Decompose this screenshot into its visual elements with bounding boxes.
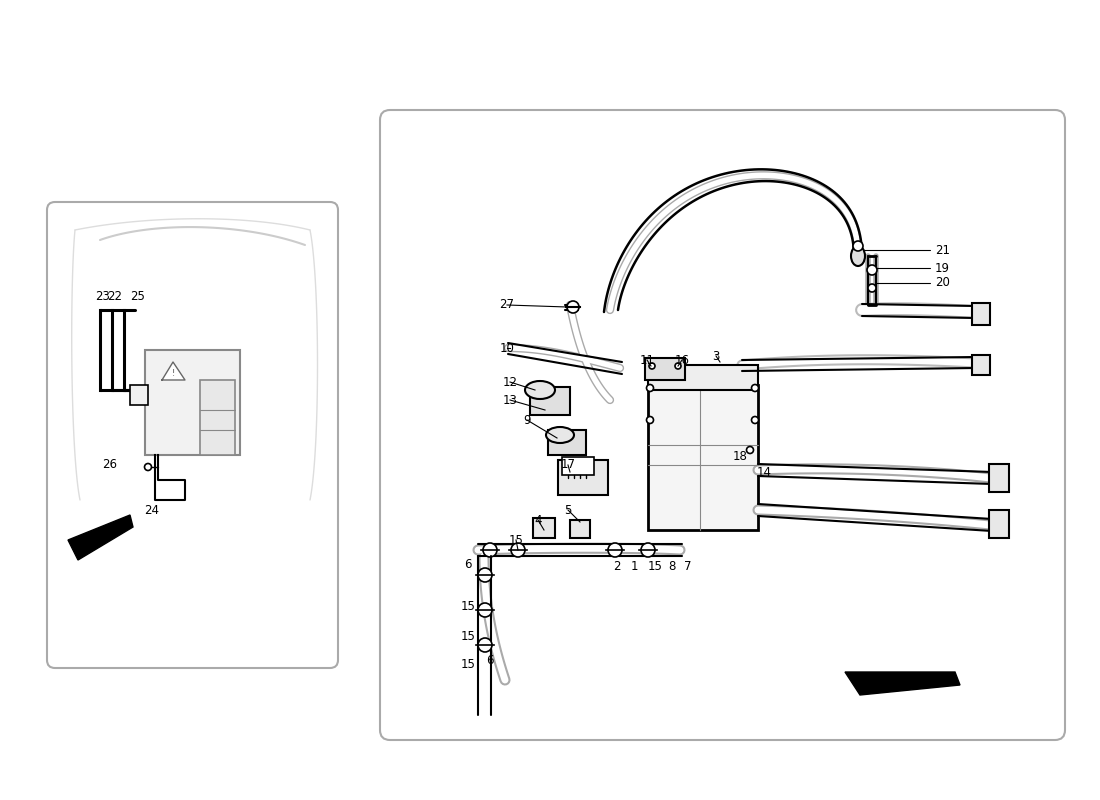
Text: 21: 21 (935, 243, 950, 257)
Text: 24: 24 (144, 503, 159, 517)
Circle shape (478, 638, 492, 652)
Circle shape (647, 417, 653, 423)
Bar (562, 457, 594, 475)
Circle shape (566, 301, 579, 313)
Text: 3: 3 (713, 350, 719, 362)
Text: 6: 6 (464, 558, 472, 571)
FancyBboxPatch shape (379, 110, 1065, 740)
Polygon shape (68, 515, 133, 560)
Text: 12: 12 (503, 375, 517, 389)
Text: 27: 27 (499, 298, 515, 311)
Circle shape (852, 241, 864, 251)
Circle shape (675, 363, 681, 369)
Text: 11: 11 (639, 354, 654, 366)
Bar (558, 460, 608, 495)
Text: 4: 4 (535, 514, 541, 526)
Text: 14: 14 (757, 466, 771, 478)
Bar (534, 518, 556, 538)
Circle shape (144, 463, 152, 470)
Text: 2: 2 (614, 559, 620, 573)
Text: 10: 10 (499, 342, 515, 354)
Polygon shape (845, 672, 960, 695)
Ellipse shape (546, 427, 574, 443)
Text: 13: 13 (503, 394, 517, 406)
Text: 15: 15 (461, 601, 475, 614)
Bar (645, 358, 685, 380)
Text: 15: 15 (461, 658, 475, 671)
Bar (972, 303, 990, 325)
Text: 26: 26 (102, 458, 118, 471)
Polygon shape (162, 362, 185, 380)
Circle shape (868, 284, 876, 292)
Text: 6: 6 (486, 654, 494, 666)
Bar (972, 355, 990, 375)
Text: 15: 15 (461, 630, 475, 643)
Circle shape (867, 265, 877, 275)
Text: 17: 17 (561, 458, 575, 471)
Text: !: ! (172, 370, 175, 378)
FancyBboxPatch shape (47, 202, 338, 668)
Text: 18: 18 (733, 450, 747, 463)
Bar (548, 430, 586, 455)
Circle shape (751, 385, 759, 391)
Circle shape (641, 543, 654, 557)
Text: eurospares: eurospares (103, 338, 280, 402)
Circle shape (478, 568, 492, 582)
Circle shape (608, 543, 622, 557)
Circle shape (649, 363, 654, 369)
Text: 19: 19 (935, 262, 950, 274)
Text: eurospares: eurospares (592, 218, 769, 282)
Bar (130, 385, 148, 405)
Bar (989, 510, 1009, 538)
Ellipse shape (525, 381, 556, 399)
Text: 20: 20 (935, 277, 950, 290)
Text: 8: 8 (669, 559, 675, 573)
Text: 7: 7 (684, 559, 692, 573)
Text: 1: 1 (630, 559, 638, 573)
Circle shape (747, 446, 754, 454)
Circle shape (751, 417, 759, 423)
Ellipse shape (851, 246, 865, 266)
Text: 16: 16 (674, 354, 690, 366)
Bar (200, 380, 235, 455)
Bar (530, 387, 570, 415)
Text: 15: 15 (648, 559, 662, 573)
Circle shape (483, 543, 497, 557)
Bar (570, 520, 590, 538)
Text: 25: 25 (131, 290, 145, 303)
Text: eurospares: eurospares (612, 528, 789, 592)
Bar (648, 385, 758, 530)
Circle shape (647, 385, 653, 391)
Circle shape (512, 543, 525, 557)
Text: 23: 23 (96, 290, 110, 303)
Bar (145, 350, 240, 455)
Bar (648, 365, 758, 390)
Circle shape (478, 603, 492, 617)
Text: 15: 15 (508, 534, 524, 546)
Text: 22: 22 (108, 290, 122, 303)
Text: 5: 5 (564, 503, 572, 517)
Bar (989, 464, 1009, 492)
Text: 9: 9 (524, 414, 530, 426)
